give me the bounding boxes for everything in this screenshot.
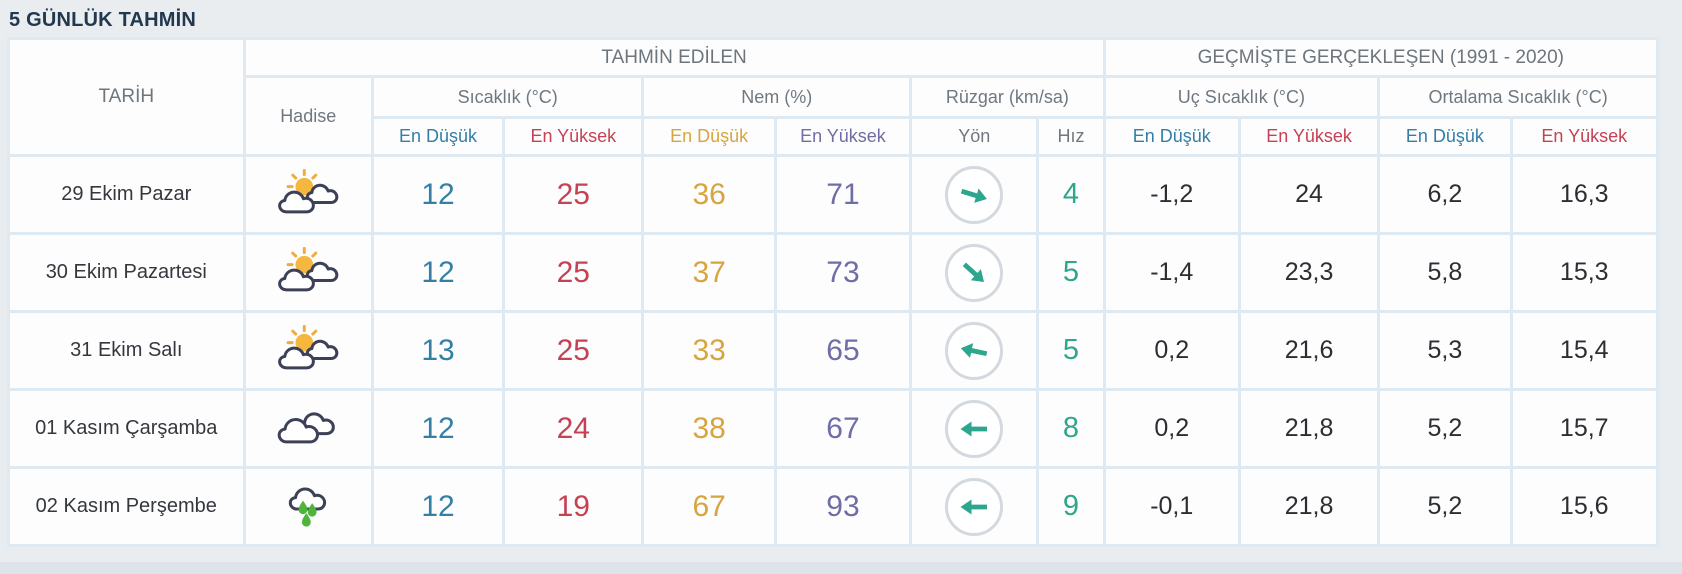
bottom-divider-strip — [0, 562, 1682, 574]
table-row: 29 Ekim Pazar 12 25 36 71 — [10, 157, 1656, 232]
table-row: 31 Ekim Salı 13 25 33 65 — [10, 313, 1656, 388]
subheader-wind-speed: Hız — [1039, 119, 1103, 154]
group-header-extreme-temp: Uç Sıcaklık (°C) — [1105, 78, 1378, 116]
date-label: 02 Kasım Perşembe — [10, 469, 243, 544]
temp-min-value: 12 — [373, 391, 503, 466]
table-row: 01 Kasım Çarşamba 12 24 38 67 8 0,2 21,8… — [10, 391, 1656, 466]
condition-cell — [245, 469, 371, 544]
hist-avg-min-value: 5,2 — [1380, 469, 1510, 544]
subheader-ext-max: En Yüksek — [1240, 119, 1378, 154]
date-label: 30 Ekim Pazartesi — [10, 235, 243, 310]
hist-ext-max-value: 21,8 — [1240, 391, 1378, 466]
temp-min-value: 12 — [373, 157, 503, 232]
hist-avg-max-value: 15,3 — [1512, 235, 1656, 310]
subheader-temp-min: En Düşük — [373, 119, 503, 154]
temp-min-value: 12 — [373, 469, 503, 544]
hist-ext-max-value: 21,6 — [1240, 313, 1378, 388]
hist-avg-min-value: 5,3 — [1380, 313, 1510, 388]
partly-cloudy-icon — [278, 168, 338, 213]
humidity-max-value: 93 — [776, 469, 910, 544]
wind-direction-icon — [945, 243, 1004, 302]
hist-avg-min-value: 5,8 — [1380, 235, 1510, 310]
wind-speed-value: 4 — [1039, 157, 1103, 232]
hist-avg-max-value: 15,4 — [1512, 313, 1656, 388]
subheader-avg-max: En Yüksek — [1512, 119, 1656, 154]
table-row: 30 Ekim Pazartesi 12 25 37 73 — [10, 235, 1656, 310]
hist-ext-min-value: 0,2 — [1105, 391, 1238, 466]
wind-speed-value: 5 — [1039, 313, 1103, 388]
wind-direction-cell — [912, 391, 1037, 466]
humidity-max-value: 67 — [776, 391, 910, 466]
group-header-wind: Rüzgar (km/sa) — [912, 78, 1103, 116]
temp-max-value: 24 — [505, 391, 642, 466]
column-header-condition: Hadise — [245, 78, 371, 154]
humidity-min-value: 37 — [644, 235, 774, 310]
wind-direction-cell — [912, 469, 1037, 544]
subheader-temp-max: En Yüksek — [505, 119, 642, 154]
hist-avg-min-value: 6,2 — [1380, 157, 1510, 232]
hist-ext-max-value: 24 — [1240, 157, 1378, 232]
hist-ext-max-value: 23,3 — [1240, 235, 1378, 310]
subheader-avg-min: En Düşük — [1380, 119, 1510, 154]
hist-avg-max-value: 15,6 — [1512, 469, 1656, 544]
group-header-average-temp: Ortalama Sıcaklık (°C) — [1380, 78, 1656, 116]
date-label: 29 Ekim Pazar — [10, 157, 243, 232]
temp-max-value: 25 — [505, 157, 642, 232]
hist-ext-min-value: -1,2 — [1105, 157, 1238, 232]
column-header-date: TARİH — [10, 40, 243, 154]
condition-cell — [245, 313, 371, 388]
partly-cloudy-icon — [278, 246, 338, 291]
temp-min-value: 13 — [373, 313, 503, 388]
hist-ext-min-value: -0,1 — [1105, 469, 1238, 544]
humidity-min-value: 33 — [644, 313, 774, 388]
subheader-humidity-max: En Yüksek — [776, 119, 910, 154]
forecast-table: TARİH TAHMİN EDİLEN GEÇMİŞTE GERÇEKLEŞEN… — [7, 37, 1659, 547]
temp-min-value: 12 — [373, 235, 503, 310]
humidity-max-value: 65 — [776, 313, 910, 388]
wind-speed-value: 5 — [1039, 235, 1103, 310]
temp-max-value: 19 — [505, 469, 642, 544]
date-label: 01 Kasım Çarşamba — [10, 391, 243, 466]
hist-avg-max-value: 15,7 — [1512, 391, 1656, 466]
section-header-historical: GEÇMİŞTE GERÇEKLEŞEN (1991 - 2020) — [1105, 40, 1656, 75]
page-title: 5 GÜNLÜK TAHMİN — [9, 9, 197, 31]
wind-direction-cell — [912, 157, 1037, 232]
section-header-forecast: TAHMİN EDİLEN — [245, 40, 1103, 75]
wind-direction-icon — [945, 321, 1004, 380]
wind-speed-value: 9 — [1039, 469, 1103, 544]
humidity-min-value: 67 — [644, 469, 774, 544]
subheader-humidity-min: En Düşük — [644, 119, 774, 154]
wind-direction-icon — [945, 165, 1004, 224]
humidity-min-value: 36 — [644, 157, 774, 232]
humidity-min-value: 38 — [644, 391, 774, 466]
temp-max-value: 25 — [505, 313, 642, 388]
hist-ext-min-value: -1,4 — [1105, 235, 1238, 310]
table-row: 02 Kasım Perşembe 12 19 67 93 9 -0,1 — [10, 469, 1656, 544]
subheader-wind-direction: Yön — [912, 119, 1037, 154]
cloudy-icon — [278, 412, 335, 443]
condition-cell — [245, 235, 371, 310]
subheader-ext-min: En Düşük — [1105, 119, 1238, 154]
partly-cloudy-icon — [278, 324, 338, 369]
condition-cell — [245, 157, 371, 232]
hist-avg-max-value: 16,3 — [1512, 157, 1656, 232]
group-header-humidity: Nem (%) — [644, 78, 910, 116]
hist-ext-max-value: 21,8 — [1240, 469, 1378, 544]
wind-direction-icon — [945, 399, 1004, 458]
date-label: 31 Ekim Salı — [10, 313, 243, 388]
group-header-temperature: Sıcaklık (°C) — [373, 78, 642, 116]
condition-cell — [245, 391, 371, 466]
rain-icon — [289, 487, 326, 527]
temp-max-value: 25 — [505, 235, 642, 310]
humidity-max-value: 71 — [776, 157, 910, 232]
wind-direction-cell — [912, 235, 1037, 310]
humidity-max-value: 73 — [776, 235, 910, 310]
hist-avg-min-value: 5,2 — [1380, 391, 1510, 466]
wind-direction-cell — [912, 313, 1037, 388]
wind-direction-icon — [945, 477, 1004, 536]
wind-speed-value: 8 — [1039, 391, 1103, 466]
hist-ext-min-value: 0,2 — [1105, 313, 1238, 388]
